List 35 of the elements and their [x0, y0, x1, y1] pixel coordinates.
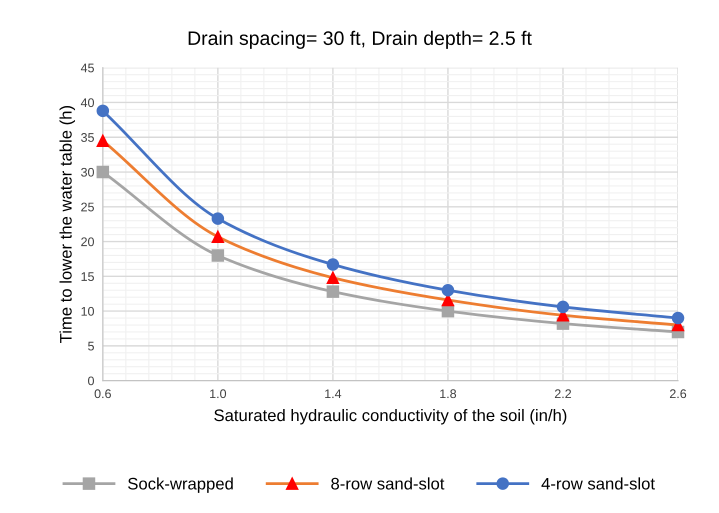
point: [326, 271, 340, 284]
y-tick-label: 35: [81, 133, 94, 142]
point: [96, 134, 110, 147]
y-axis-title: Time to lower the water table (h): [59, 106, 76, 343]
y-tick-label: 15: [82, 272, 94, 281]
y-tick-label: 10: [82, 306, 94, 316]
x-tick-label: 1.0: [210, 389, 226, 398]
y-tick-label: 25: [81, 202, 94, 212]
point: [326, 258, 340, 271]
y-tick-label: 5: [88, 342, 94, 351]
point: [96, 166, 110, 178]
x-tick-label: 1.4: [325, 389, 342, 398]
point: [212, 249, 224, 262]
point: [442, 284, 454, 296]
x-axis-title: Saturated hydraulic conductivity of the soil (in/h): [214, 408, 566, 424]
point: [326, 285, 340, 298]
point: [556, 300, 570, 314]
point: [212, 212, 224, 225]
x-tick-label: 2.6: [670, 389, 686, 398]
y-tick-label: 20: [81, 237, 94, 246]
legend-label: 8-row sand-slot: [331, 477, 444, 490]
y-tick-label: 30: [81, 168, 94, 177]
x-tick-label: 2.2: [554, 389, 572, 398]
y-tick-label: 40: [80, 98, 94, 108]
point: [442, 304, 454, 318]
x-tick-label: 1.8: [440, 389, 456, 398]
legend-label: 4-row sand-slot: [541, 477, 655, 490]
chart-title: Drain spacing= 30 ft, Drain depth= 2.5 ft: [188, 30, 532, 49]
point: [96, 104, 110, 118]
point: [672, 312, 684, 324]
x-tick-label: 0.6: [94, 389, 111, 398]
point: [212, 230, 224, 243]
legend-label: Sock-wrapped: [128, 477, 233, 493]
y-tick-label: 0: [88, 376, 94, 386]
y-tick-label: 45: [80, 64, 94, 72]
